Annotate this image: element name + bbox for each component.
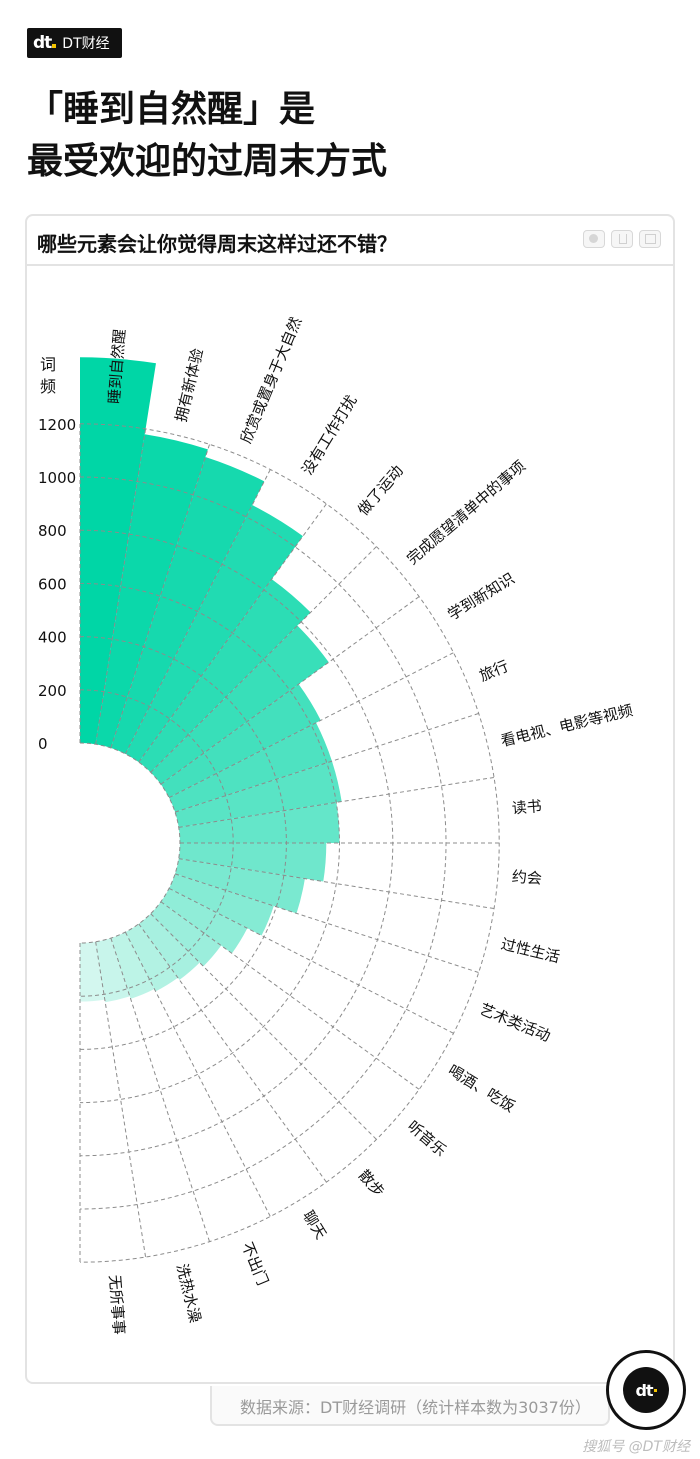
radial-line-4 xyxy=(138,503,327,763)
bar-1 xyxy=(95,434,208,748)
dt-logo: dt xyxy=(33,33,57,53)
grid-arc-1 xyxy=(79,689,234,997)
category-label-16: 聊天 xyxy=(299,1207,330,1242)
grid-arc-3 xyxy=(79,582,341,1104)
radial-line-16 xyxy=(138,923,327,1183)
brand-badge: dt DT财经 xyxy=(27,28,122,58)
category-label-17: 不出门 xyxy=(238,1240,272,1288)
category-label-6: 学到新知识 xyxy=(444,569,517,624)
category-label-14: 听音乐 xyxy=(404,1117,450,1160)
bar-0 xyxy=(80,357,156,745)
share-icon[interactable] xyxy=(611,230,633,248)
category-label-18: 洗热水澡 xyxy=(173,1262,205,1325)
y-axis-label-char-1: 频 xyxy=(40,377,56,396)
y-axis-label-char-0: 词 xyxy=(40,355,56,374)
brand-name: DT财经 xyxy=(62,36,110,52)
radial-line-9 xyxy=(178,776,495,828)
bar-13 xyxy=(160,888,248,954)
bar-4 xyxy=(138,579,311,773)
headline-line-1: 「睡到自然醒」是 xyxy=(27,89,316,130)
bar-7 xyxy=(169,722,332,813)
data-source: 数据来源：DT财经调研（统计样本数为3037份） xyxy=(240,1398,591,1417)
y-tick-2: 400 xyxy=(38,629,67,647)
grid-arc-5 xyxy=(79,476,447,1210)
bar-6 xyxy=(160,684,321,798)
grid-arc-6 xyxy=(79,423,500,1263)
y-tick-5: 1000 xyxy=(38,469,76,487)
footer-watermark: 搜狐号 @DT财经 xyxy=(582,1439,690,1455)
y-tick-0: 0 xyxy=(38,735,48,753)
bar-9 xyxy=(178,802,340,843)
y-tick-1: 200 xyxy=(38,682,67,700)
radial-line-11 xyxy=(178,858,495,910)
category-label-8: 看电视、电影等视频 xyxy=(499,701,634,750)
radial-line-19 xyxy=(95,941,147,1258)
bar-3 xyxy=(125,505,303,763)
radial-line-13 xyxy=(168,887,454,1034)
dt-badge-logo: dt xyxy=(623,1367,669,1413)
bar-15 xyxy=(138,913,200,980)
category-label-15: 散步 xyxy=(355,1166,388,1201)
headline-line-2: 最受欢迎的过周末方式 xyxy=(27,141,388,182)
category-label-12: 艺术类活动 xyxy=(477,1000,553,1045)
bar-11 xyxy=(175,858,305,914)
radial-line-3 xyxy=(124,469,271,755)
category-label-13: 喝酒、吃饭 xyxy=(445,1061,518,1116)
radial-line-8 xyxy=(174,712,479,813)
radial-line-7 xyxy=(168,652,454,799)
category-label-3: 没有工作打扰 xyxy=(298,392,360,478)
category-label-1: 拥有新体验 xyxy=(172,347,207,424)
radial-line-2 xyxy=(110,444,211,749)
radial-line-6 xyxy=(160,596,420,785)
category-label-11: 过性生活 xyxy=(499,935,562,967)
dt-badge-circle: dt xyxy=(606,1350,686,1430)
y-tick-3: 600 xyxy=(38,575,67,593)
category-label-2: 欣赏或置身于大自然 xyxy=(237,314,305,446)
window-controls xyxy=(583,230,661,248)
bar-19 xyxy=(80,941,105,1002)
radial-bar-chart: 0 200 400 600 800 1000 1200 词频 睡到自然醒 拥有新体验 欣赏或置身于大… xyxy=(38,314,635,1335)
copy-icon[interactable] xyxy=(639,230,661,248)
bar-14 xyxy=(150,901,222,967)
y-tick-4: 800 xyxy=(38,522,67,540)
category-label-0: 睡到自然醒 xyxy=(105,328,129,404)
bar-18 xyxy=(95,938,130,1003)
category-label-7: 旅行 xyxy=(477,657,512,685)
bar-5 xyxy=(150,625,329,785)
card-header: 哪些元素会让你觉得周末这样过还不错？ xyxy=(27,216,673,266)
radial-line-17 xyxy=(124,931,271,1217)
radial-line-18 xyxy=(110,937,211,1242)
headline: 「睡到自然醒」是 最受欢迎的过周末方式 xyxy=(27,84,387,188)
category-label-9: 读书 xyxy=(511,797,542,817)
bar-16 xyxy=(125,923,178,992)
record-icon[interactable] xyxy=(583,230,605,248)
radial-line-12 xyxy=(174,873,479,974)
chart-title: 哪些元素会让你觉得周末这样过还不错？ xyxy=(37,232,397,256)
bar-12 xyxy=(169,873,274,936)
bar-8 xyxy=(175,761,342,828)
radial-line-14 xyxy=(160,901,420,1090)
y-tick-6: 1200 xyxy=(38,416,76,434)
bar-10 xyxy=(178,843,327,882)
category-label-10: 约会 xyxy=(511,868,542,888)
category-label-19: 无所事事 xyxy=(106,1274,129,1335)
radial-line-15 xyxy=(150,913,377,1140)
category-label-5: 完成愿望清单中的事项 xyxy=(403,457,529,568)
category-label-4: 做了运动 xyxy=(354,462,407,519)
bar-2 xyxy=(110,456,265,754)
